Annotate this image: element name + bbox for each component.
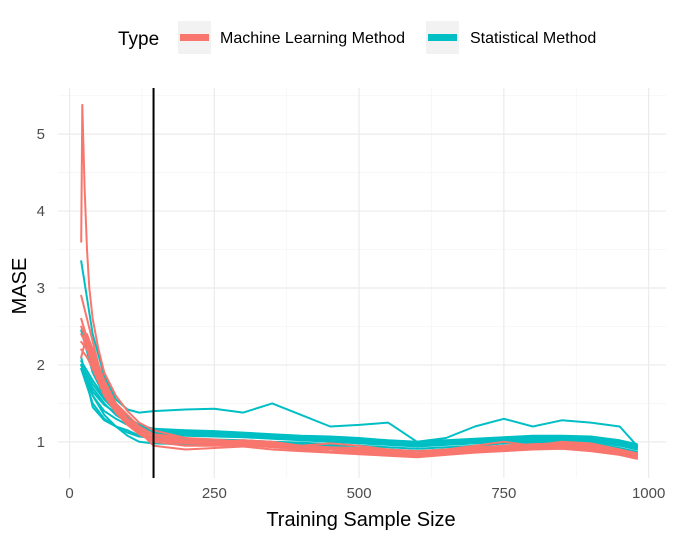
statistical-method-series-line — [80, 356, 638, 453]
y-tick-label: 2 — [37, 357, 45, 374]
y-tick-label: 5 — [37, 126, 45, 143]
series-lines — [80, 103, 638, 460]
machine-learning-method-series-line — [80, 103, 638, 455]
x-axis-ticks: 0 250 500 750 1000 — [65, 485, 665, 502]
legend: Type Machine Learning Method Statistical … — [118, 21, 596, 54]
y-axis-ticks: 1 2 3 4 5 — [37, 126, 45, 451]
x-tick-label: 750 — [491, 485, 516, 502]
plot-panel — [58, 88, 666, 478]
machine-learning-method-series-line — [80, 317, 638, 460]
legend-title: Type — [118, 29, 159, 50]
grid-lines — [58, 88, 666, 478]
y-tick-label: 3 — [37, 280, 45, 297]
machine-learning-method-series-line — [80, 348, 638, 456]
legend-entry-label: Statistical Method — [470, 30, 596, 47]
x-tick-label: 1000 — [632, 485, 665, 502]
x-tick-label: 500 — [347, 485, 372, 502]
x-tick-label: 250 — [202, 485, 227, 502]
x-axis-title: Training Sample Size — [266, 509, 455, 531]
legend-entry-label: Machine Learning Method — [220, 30, 405, 47]
y-axis-title: MASE — [9, 258, 31, 315]
y-tick-label: 4 — [37, 203, 45, 220]
y-tick-label: 1 — [37, 434, 45, 451]
x-tick-label: 0 — [65, 485, 73, 502]
